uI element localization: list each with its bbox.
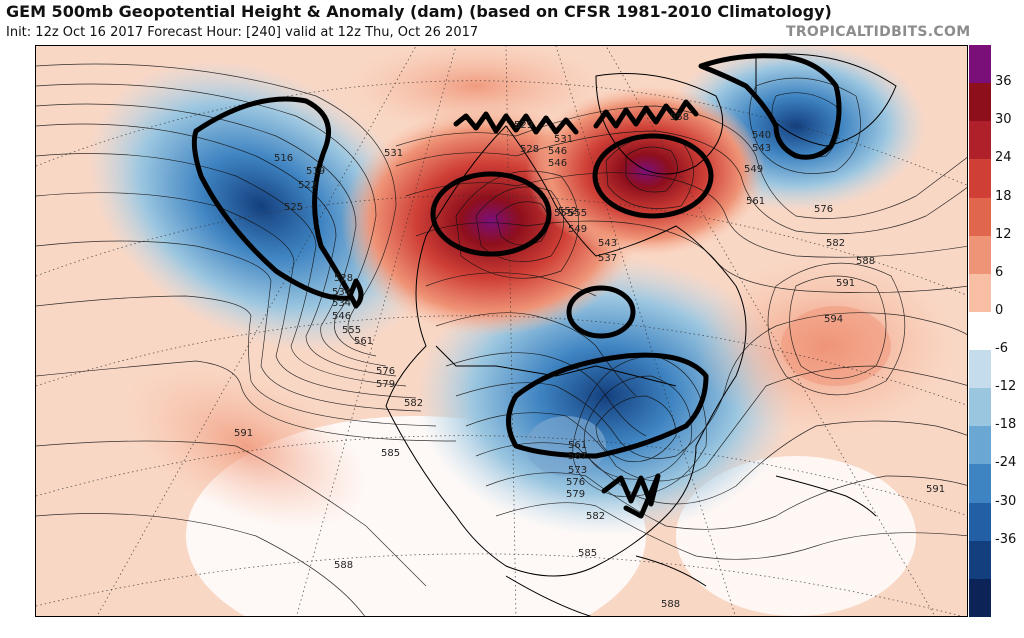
scribble-arctic-ridge-west [453,111,579,135]
negative-anomaly-core [526,416,606,476]
colorbar-tick-label: 30 [995,112,1012,128]
colorbar-tick-label: -24 [995,455,1017,471]
contour-label: 591 [836,278,855,289]
contour-label: 591 [926,484,945,495]
contour-label: 546 [548,146,567,157]
contour-label: 546 [548,158,567,169]
contour-label: 561 [746,196,765,207]
colorbar-segment [969,311,991,351]
colorbar-tick-label: 24 [995,150,1012,166]
anomaly-map: 516 519 522 525 528 534 546 555 561 531 576 579 582 5… [35,45,968,617]
contour-label: 585 [578,548,597,559]
contour-label: 591 [234,428,253,439]
colorbar-segment [969,197,991,237]
annotation-outlines [191,53,842,519]
outline-central-canada-ridge [430,171,552,257]
outline-great-lakes-low [566,285,636,339]
scribble-gulf-of-mexico [601,473,661,519]
forecast-info: Init: 12z Oct 16 2017 Forecast Hour: [24… [6,25,479,40]
contour-label: 549 [744,164,763,175]
colorbar-segment [969,464,991,504]
coastlines [385,53,897,616]
contour-label: 546 [332,311,351,322]
contour-label: 534 [332,298,351,309]
contour-label: 579 [566,489,585,500]
negative-anomaly-gulf-of-alaska [88,60,434,352]
colorbar-tick-label: -18 [995,417,1017,433]
outline-eastern-us-trough [506,352,709,459]
outline-gulf-of-alaska-trough [191,96,364,309]
colorbar-tick-label: 18 [995,188,1012,204]
colorbar-tick-label: -36 [995,531,1017,547]
colorbar-segment [969,83,991,122]
contour-label: 588 [856,256,875,267]
colorbar-segment [969,388,991,427]
contour-label: 522 [298,180,317,191]
outline-hudson-bay-ridge [592,133,714,219]
contour-label: 534 [332,287,351,298]
contour-label: 558 [670,112,689,123]
contour-label: 540 [752,130,771,141]
contour-labels: 5165195225255285345465555615315765795825… [234,112,945,610]
contour-label: 519 [306,166,325,177]
contour-label: 531 [554,134,573,145]
colorbar-segment [969,121,991,160]
colorbar-segment [969,159,991,199]
colorbar-segment [969,45,991,84]
colorbar-tick-label: -12 [995,379,1017,395]
contour-label: 576 [814,204,833,215]
colorbar-segment [969,502,991,542]
contour-label: 555 [342,325,361,336]
colorbar-segment [969,273,991,313]
contour-label: 552 [558,206,577,217]
contour-label: 531 [384,148,403,159]
contour-label: 594 [824,314,843,325]
colorbar-tick-label: -6 [995,341,1008,357]
contour-label: 555 [554,208,573,219]
contour-label: 582 [586,511,605,522]
colorbar-tick-label: -30 [995,493,1017,509]
contour-label: 555 [568,208,587,219]
positive-anomaly-hudson-bay [526,86,766,256]
contour-label: 561 [354,336,373,347]
contour-label: 576 [566,477,585,488]
colorbar-tick-label: 12 [995,226,1012,242]
outline-greenland-low [698,53,842,160]
positive-anomaly-pacific [124,362,368,530]
source-watermark: TROPICALTIDBITS.COM [786,24,971,40]
contour-label: 543 [598,238,617,249]
contour-label: 588 [661,599,680,610]
anomaly-colorbar [969,45,991,618]
contour-label: 573 [568,465,587,476]
positive-anomaly-arctic [346,46,606,131]
contour-label: 582 [404,398,423,409]
contour-label: 529 [514,120,533,131]
contour-label: 537 [598,253,617,264]
contour-label: 525 [284,202,303,213]
contour-label: 549 [568,224,587,235]
contour-label: 528 [334,273,353,284]
contour-label: 582 [826,238,845,249]
contour-label: 516 [274,153,293,164]
chart-title: GEM 500mb Geopotential Height & Anomaly … [6,2,832,21]
contour-label: 528 [520,144,539,155]
colorbar-tick-label: 6 [995,264,1004,280]
contour-label: 585 [381,448,400,459]
lat-lon-grid [36,46,967,616]
colorbar-segment [969,426,991,465]
colorbar-segment [969,235,991,275]
contour-label: 543 [752,143,771,154]
colorbar-segment [969,578,991,618]
contour-label: 579 [376,379,395,390]
contour-label: 561 [568,440,587,451]
contour-label: 588 [334,560,353,571]
colorbar-tick-label: 36 [995,74,1012,90]
colorbar-tick-label: 0 [995,302,1004,318]
contour-label: 567 [568,451,587,462]
scribble-arctic-ridge-east [593,99,699,129]
contour-label: 576 [376,366,395,377]
colorbar-segment [969,540,991,580]
colorbar-segment [969,350,991,389]
